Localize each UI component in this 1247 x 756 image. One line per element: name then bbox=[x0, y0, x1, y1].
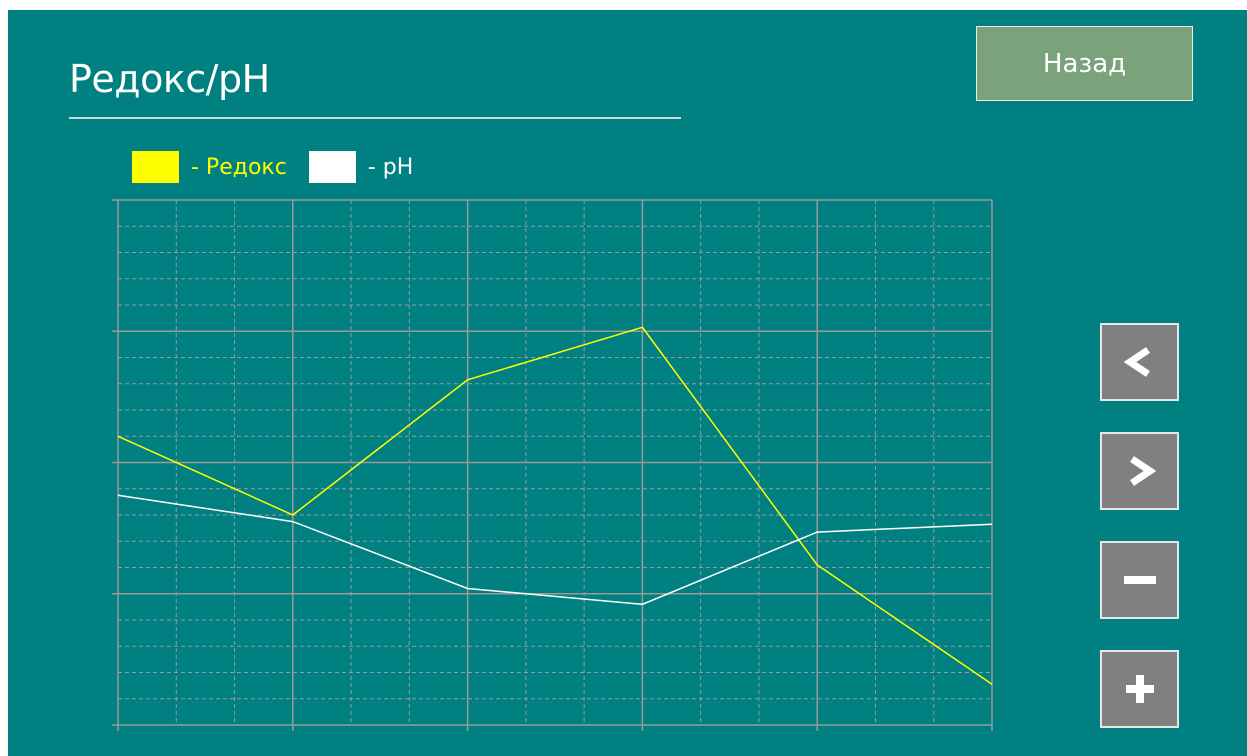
chart-legend: - Редокс - pH bbox=[132, 150, 435, 184]
series-line-ph bbox=[117, 494, 993, 606]
scroll-left-button[interactable] bbox=[1100, 323, 1179, 401]
chevron-left-icon bbox=[1123, 347, 1150, 377]
title-underline bbox=[69, 117, 681, 119]
plus-icon bbox=[1125, 675, 1154, 703]
zoom-out-button[interactable] bbox=[1100, 541, 1179, 619]
scroll-right-button[interactable] bbox=[1100, 432, 1179, 510]
back-button[interactable]: Назад bbox=[976, 26, 1193, 101]
minus-icon bbox=[1123, 576, 1156, 584]
page-title: Редокс/pH bbox=[69, 57, 270, 101]
chevron-right-icon bbox=[1129, 456, 1156, 486]
legend-label-redox: - Редокс bbox=[191, 154, 287, 180]
line-chart bbox=[112, 199, 993, 731]
main-screen: Редокс/pH Назад - Редокс - pH bbox=[8, 10, 1247, 756]
series-line-redox bbox=[117, 326, 993, 685]
legend-label-ph: - pH bbox=[367, 154, 414, 180]
zoom-in-button[interactable] bbox=[1100, 650, 1179, 728]
legend-swatch-ph bbox=[308, 151, 356, 183]
legend-swatch-redox bbox=[132, 151, 179, 183]
